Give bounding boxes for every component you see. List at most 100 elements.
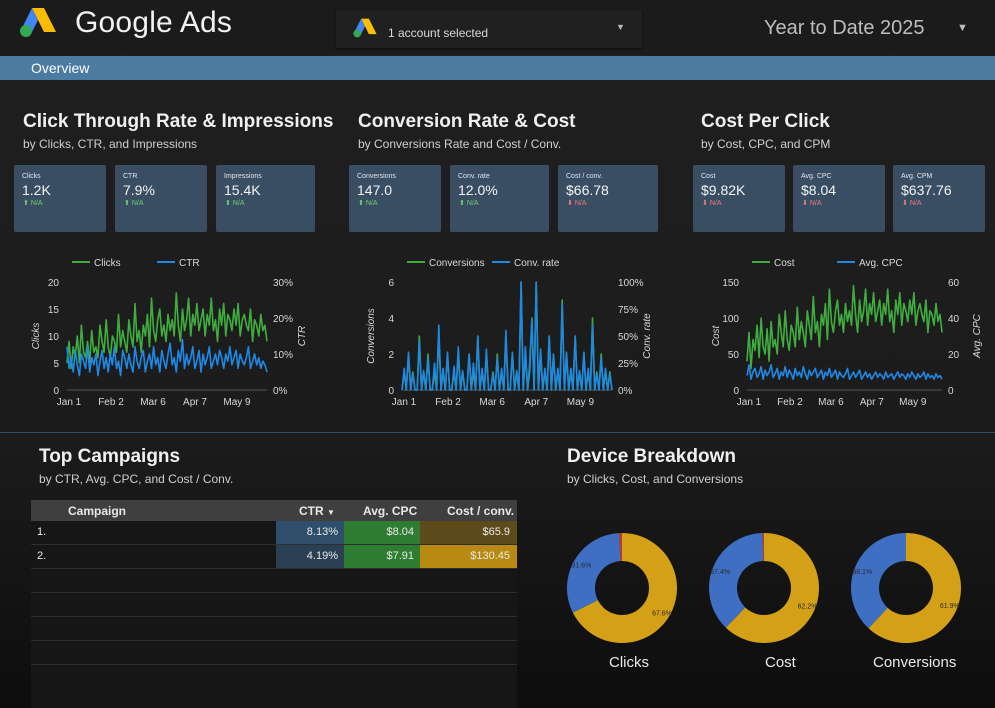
donut-label-cost: Cost	[765, 654, 796, 671]
scorecard-cost: Cost $9.82K ⬇ N/A	[693, 165, 785, 232]
account-selector[interactable]: 1 account selected ▼	[336, 10, 642, 48]
date-range-label[interactable]: Year to Date 2025	[764, 17, 925, 39]
column-header-ctr[interactable]: CTR ▼	[299, 504, 335, 518]
donut-slice-label: 31.6%	[571, 562, 591, 569]
donut-label-clicks: Clicks	[609, 654, 649, 671]
y2-tick-label: 0%	[273, 386, 288, 397]
x-tick-label: Feb 2	[435, 397, 461, 408]
scorecard-value: $66.78	[566, 182, 609, 198]
donut-slice-label: 38.1%	[852, 569, 872, 576]
chart-clicks-ctr: Clicks CTR 0 5 10 15 20 0% 10% 20% 30% Clicks CTR Jan…	[31, 258, 308, 408]
chart-conversions-conv-rate: Conversions Conv. rate 0 2 4 6 0% 25% 50% 75% 100%…	[366, 258, 653, 408]
scorecard-delta: ⬇ N/A	[702, 200, 722, 207]
scorecard-label: Cost / conv.	[566, 173, 603, 180]
series-line	[66, 338, 268, 377]
x-tick-label: Apr 7	[183, 397, 207, 408]
y2-tick-label: 60	[948, 278, 960, 289]
ctr-cell: 4.19%	[276, 545, 344, 568]
x-tick-label: Mar 6	[140, 397, 166, 408]
scorecard-value: $8.04	[801, 182, 837, 198]
y2-tick-label: 25%	[618, 359, 638, 370]
x-tick-label: Feb 2	[777, 397, 803, 408]
date-range-dropdown-icon[interactable]: ▼	[957, 22, 968, 34]
donut-slice	[762, 533, 764, 562]
y2-tick-label: 20%	[273, 314, 293, 325]
scorecard-value: 147.0	[357, 182, 393, 198]
scorecard-value: 12.0%	[458, 182, 498, 198]
arrow-up-icon: ⬆	[358, 200, 366, 207]
arrow-up-icon: ⬆	[124, 200, 132, 207]
y2-tick-label: 30%	[273, 278, 293, 289]
legend-label: Avg. CPC	[859, 258, 903, 269]
x-tick-label: Mar 6	[479, 397, 505, 408]
x-tick-label: Jan 1	[737, 397, 762, 408]
scorecard-delta: ⬆ N/A	[225, 200, 245, 207]
series-line	[746, 284, 943, 370]
donut-slice	[567, 533, 621, 613]
donut-slice	[851, 533, 906, 629]
series-line	[401, 281, 613, 391]
y-tick-label: 0	[733, 386, 739, 397]
y-tick-label: 50	[728, 350, 740, 361]
y-tick-label: 0	[388, 386, 394, 397]
table-row[interactable]: 1. 8.13% $8.04 $65.9	[31, 521, 517, 545]
scorecard-conv-rate: Conv. rate 12.0% ⬆ N/A	[450, 165, 549, 232]
y-tick-label: 5	[53, 359, 59, 370]
donut-slice	[725, 533, 819, 643]
series-line	[746, 364, 943, 380]
y-tick-label: 100	[722, 314, 739, 325]
donut-slice	[572, 533, 677, 643]
scorecard-delta: ⬇ N/A	[902, 200, 922, 207]
tab-overview[interactable]: Overview	[31, 60, 90, 76]
scorecard-delta: ⬆ N/A	[358, 200, 378, 207]
scorecard-avg-cpc: Avg. CPC $8.04 ⬇ N/A	[793, 165, 885, 232]
y2-tick-label: 75%	[618, 305, 638, 316]
y-tick-label: 15	[48, 305, 60, 316]
donut-conversions: 61.9% 38.1%	[851, 533, 961, 643]
scorecard-value: 7.9%	[123, 182, 155, 198]
section-divider	[0, 432, 995, 433]
scorecard-label: Clicks	[22, 173, 41, 180]
donut-cost: 62.2% 37.4%	[709, 533, 819, 643]
y-tick-label: 6	[388, 278, 394, 289]
donut-slice-label: 37.4%	[710, 569, 730, 576]
donut-slice-label: 67.6%	[652, 611, 672, 618]
y2-tick-label: 0	[948, 386, 954, 397]
section-title-device: Device Breakdown	[567, 446, 736, 467]
x-tick-label: May 9	[223, 397, 251, 408]
column-header-campaign[interactable]: Campaign	[68, 504, 127, 518]
chart-cost-avg-cpc: Cost Avg. CPC 0 50 100 150 0 20 40 60 Cost Avg. CPC…	[711, 258, 983, 408]
y-tick-label: 2	[388, 350, 394, 361]
section-subtitle-device: by Clicks, Cost, and Conversions	[567, 472, 744, 486]
donut-slice-label: 61.9%	[940, 603, 960, 610]
y-tick-label: 20	[48, 278, 60, 289]
table-row[interactable]: 2. 4.19% $7.91 $130.45	[31, 545, 517, 569]
x-tick-label: Jan 1	[57, 397, 82, 408]
section-subtitle-campaigns: by CTR, Avg. CPC, and Cost / Conv.	[39, 472, 234, 486]
section-title-conversion: Conversion Rate & Cost	[358, 111, 576, 132]
avg-cpc-cell: $8.04	[344, 521, 420, 544]
scorecard-label: Impressions	[224, 173, 262, 180]
column-header-cost-per-conv[interactable]: Cost / conv.	[447, 504, 515, 518]
legend-label: Conv. rate	[514, 258, 560, 269]
table-row-empty	[31, 617, 517, 641]
y-axis-label: Clicks	[31, 323, 42, 350]
column-header-avg-cpc[interactable]: Avg. CPC	[363, 504, 418, 518]
scorecard-label: CTR	[123, 173, 138, 180]
donut-slice-label: 62.2%	[798, 604, 818, 611]
scorecard-value: 1.2K	[22, 182, 51, 198]
scorecard-label: Conv. rate	[458, 173, 490, 180]
scorecard-value: $637.76	[901, 182, 952, 198]
nav-bar: Overview	[0, 56, 995, 80]
scorecard-ctr: CTR 7.9% ⬆ N/A	[115, 165, 207, 232]
arrow-up-icon: ⬆	[23, 200, 31, 207]
y2-axis-label: CTR	[297, 326, 308, 347]
section-title-ctr: Click Through Rate & Impressions	[23, 111, 334, 132]
y2-axis-label: Avg. CPC	[972, 313, 983, 358]
x-tick-label: May 9	[899, 397, 927, 408]
table-row-empty	[31, 569, 517, 593]
legend-label: CTR	[179, 258, 200, 269]
google-ads-logo	[20, 8, 56, 37]
x-tick-label: Apr 7	[860, 397, 884, 408]
x-tick-label: May 9	[567, 397, 595, 408]
